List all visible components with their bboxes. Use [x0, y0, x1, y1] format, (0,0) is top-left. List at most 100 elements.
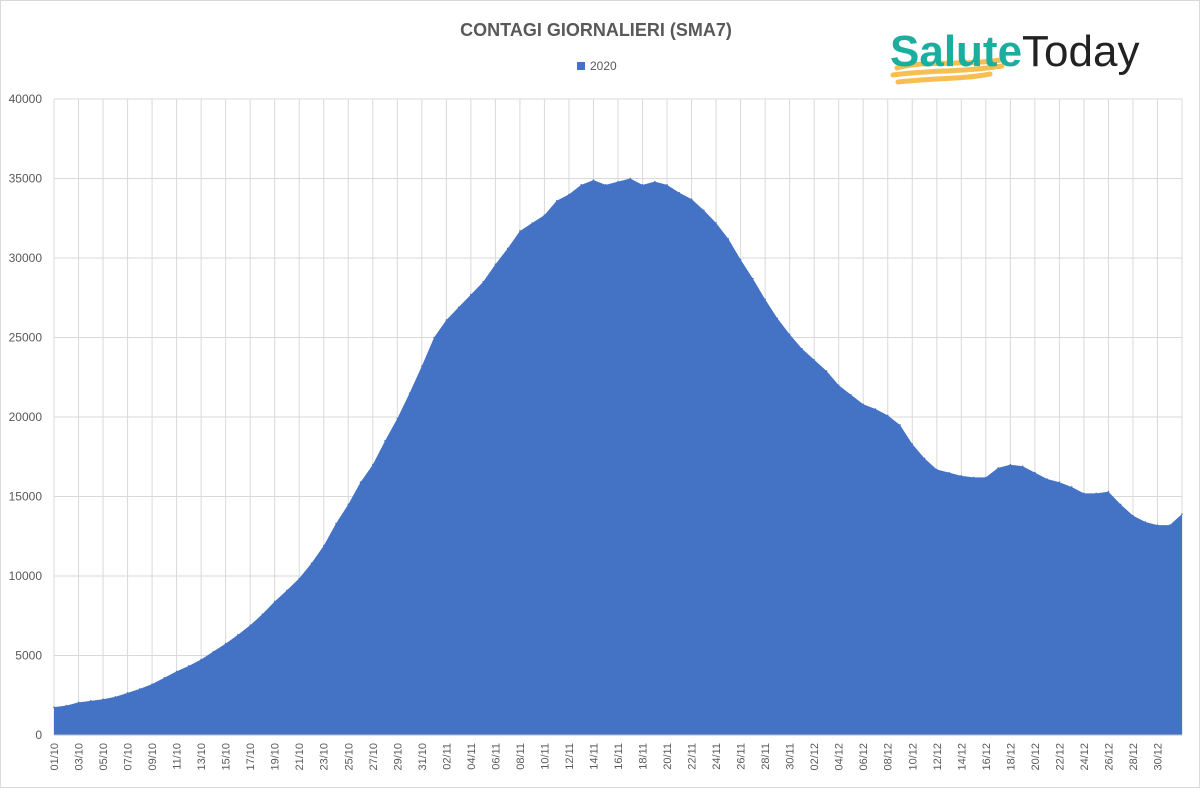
data-point: [89, 700, 92, 702]
y-tick-label: 25000: [9, 331, 43, 345]
x-tick-label: 30/11: [785, 743, 797, 770]
legend-label: 2020: [590, 59, 617, 73]
data-point: [604, 184, 607, 186]
x-tick-label: 06/11: [490, 743, 502, 770]
data-point: [764, 298, 766, 301]
x-tick-label: 30/12: [1152, 743, 1164, 771]
x-tick-label: 28/11: [760, 743, 772, 770]
data-point: [151, 683, 153, 685]
data-point: [923, 457, 926, 460]
data-point: [347, 503, 350, 506]
data-point: [53, 706, 55, 708]
x-tick-label: 11/10: [172, 743, 184, 770]
data-point: [543, 214, 546, 216]
x-tick-label: 14/11: [588, 743, 600, 770]
data-point: [1119, 503, 1122, 506]
data-point: [1156, 524, 1159, 526]
data-point: [837, 384, 840, 387]
data-point: [126, 692, 129, 694]
x-tick-label: 26/12: [1103, 743, 1115, 771]
legend-swatch: [577, 62, 585, 70]
data-point: [224, 642, 227, 645]
data-point: [65, 704, 68, 707]
logo-brush-stroke: [890, 57, 1005, 85]
data-point: [77, 701, 80, 704]
data-point: [298, 577, 301, 580]
y-tick-label: 15000: [9, 490, 43, 504]
data-point: [948, 471, 950, 474]
x-tick-label: 05/10: [98, 743, 110, 771]
data-point: [1034, 471, 1036, 474]
data-point: [421, 365, 423, 367]
data-point: [899, 424, 901, 426]
x-tick-label: 12/12: [932, 743, 944, 771]
logo-text: SaluteToday: [890, 27, 1139, 76]
x-tick-label: 08/11: [515, 743, 527, 770]
data-point: [384, 440, 386, 442]
y-tick-label: 0: [35, 728, 42, 742]
x-tick-label: 08/12: [883, 743, 895, 771]
data-point: [1144, 521, 1147, 523]
data-point: [359, 481, 362, 483]
axes: 0 5000 10000 15000 20000 25000 30000 35000 40000…: [9, 92, 1182, 771]
data-point: [727, 238, 730, 240]
data-point: [457, 306, 460, 309]
x-tick-label: 12/11: [564, 743, 576, 770]
data-point: [1009, 463, 1012, 466]
x-tick-label: 26/11: [736, 743, 748, 770]
data-point: [310, 562, 313, 565]
data-point: [273, 600, 276, 603]
y-tick-label: 5000: [15, 649, 42, 663]
data-point: [568, 193, 570, 196]
data-point: [286, 589, 288, 592]
data-point: [592, 179, 595, 181]
data-point: [653, 180, 656, 183]
data-point: [752, 277, 754, 280]
x-tick-label: 07/10: [123, 743, 135, 771]
data-point: [985, 476, 987, 479]
data-point: [690, 198, 693, 200]
data-point: [212, 650, 215, 653]
data-point: [666, 184, 668, 186]
data-point: [874, 408, 877, 410]
data-point: [641, 184, 644, 186]
data-point: [322, 544, 325, 547]
data-point: [1046, 478, 1048, 480]
x-tick-label: 01/10: [49, 743, 61, 771]
data-point: [200, 658, 202, 661]
data-point: [249, 624, 251, 627]
x-tick-label: 18/12: [1005, 743, 1017, 771]
data-point: [703, 209, 705, 212]
data-point: [825, 370, 828, 372]
x-tick-label: 02/12: [809, 743, 821, 771]
data-point: [371, 463, 374, 466]
data-point: [788, 333, 791, 336]
data-point: [776, 317, 779, 320]
data-point: [935, 468, 938, 471]
x-tick-label: 14/12: [956, 743, 968, 771]
data-point: [494, 263, 497, 266]
data-point: [482, 281, 484, 283]
data-point: [617, 180, 619, 183]
chart-title: CONTAGI GIORNALIERI (SMA7): [460, 20, 732, 40]
series-area-2020: [54, 178, 1182, 735]
data-point: [163, 676, 166, 679]
x-tick-label: 06/12: [858, 743, 870, 771]
salute-today-logo: SaluteToday: [890, 27, 1139, 85]
logo-text-today: Today: [1022, 27, 1139, 76]
logo-text-salute: Salute: [890, 27, 1022, 76]
data-point: [1107, 490, 1110, 493]
x-tick-label: 16/11: [613, 743, 625, 770]
data-point: [519, 230, 521, 232]
x-tick-label: 15/10: [221, 743, 233, 771]
x-tick-label: 21/10: [294, 743, 306, 771]
data-point: [580, 184, 583, 186]
data-point: [886, 414, 889, 417]
x-tick-label: 22/12: [1054, 743, 1066, 771]
data-point: [175, 670, 178, 673]
x-tick-label: 22/11: [687, 743, 699, 770]
data-point: [470, 293, 472, 296]
data-point: [531, 222, 533, 224]
x-tick-label: 24/12: [1079, 743, 1091, 771]
